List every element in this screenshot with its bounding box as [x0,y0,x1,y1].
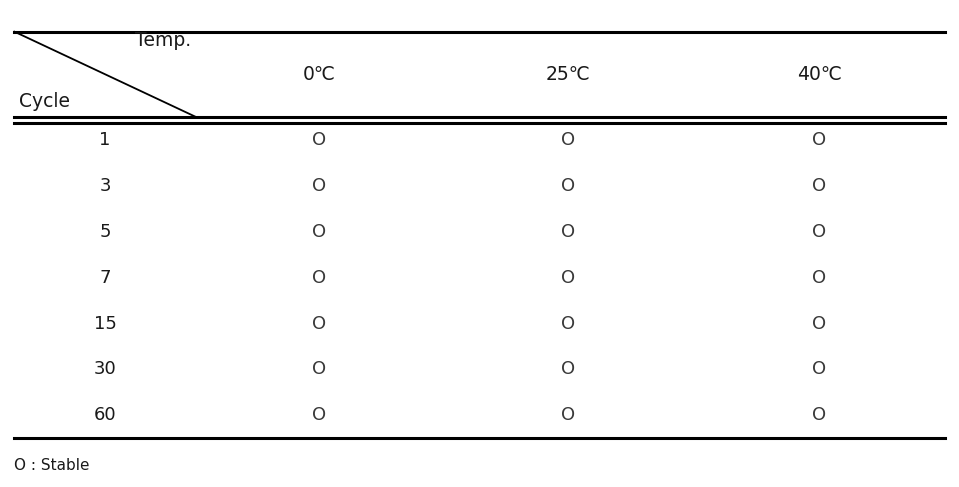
Text: O: O [812,315,826,333]
Text: O: O [312,315,326,333]
Text: 15: 15 [94,315,117,333]
Text: 40℃: 40℃ [797,65,841,84]
Text: O: O [312,360,326,378]
Text: O: O [812,223,826,241]
Text: 60: 60 [94,406,116,424]
Text: O: O [561,131,575,149]
Text: O: O [561,406,575,424]
Text: O: O [312,406,326,424]
Text: O: O [561,360,575,378]
Text: O: O [561,315,575,333]
Text: O: O [561,177,575,195]
Text: O: O [561,269,575,286]
Text: 1: 1 [100,131,111,149]
Text: O: O [312,269,326,286]
Text: 0℃: 0℃ [303,65,336,84]
Text: O: O [312,131,326,149]
Text: O: O [812,360,826,378]
Text: O: O [812,269,826,286]
Text: O: O [561,223,575,241]
Text: 3: 3 [100,177,111,195]
Text: 30: 30 [94,360,116,378]
Text: Cycle: Cycle [19,92,70,111]
Text: 25℃: 25℃ [546,65,590,84]
Text: O: O [312,223,326,241]
Text: O: O [312,177,326,195]
Text: O: O [812,406,826,424]
Text: Temp.: Temp. [135,31,191,50]
Text: O: O [812,177,826,195]
Text: 7: 7 [100,269,111,286]
Text: O : Stable: O : Stable [14,458,90,472]
Text: 5: 5 [100,223,111,241]
Text: O: O [812,131,826,149]
